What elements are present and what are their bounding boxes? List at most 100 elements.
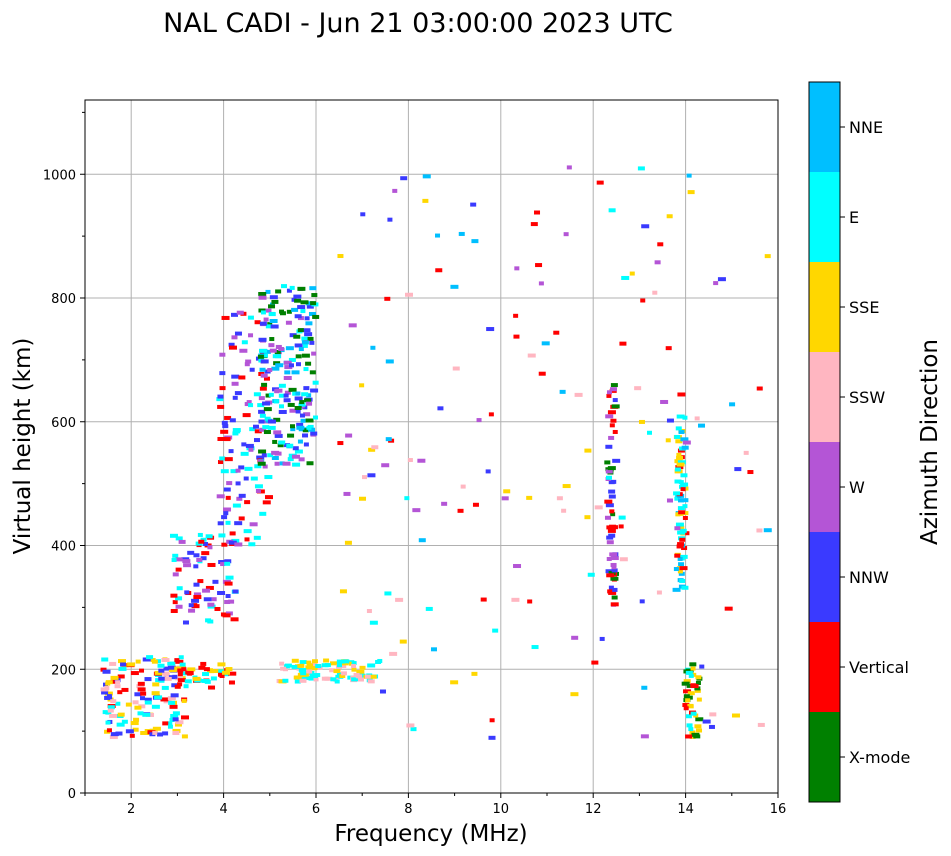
data-point	[181, 698, 187, 703]
data-point	[257, 403, 265, 408]
data-point	[187, 667, 196, 672]
data-point	[526, 495, 533, 500]
data-point	[610, 576, 619, 581]
data-point	[261, 382, 268, 387]
data-point	[587, 572, 595, 577]
data-point	[619, 341, 627, 346]
data-point	[488, 412, 494, 417]
data-point	[259, 321, 267, 326]
data-point	[234, 331, 242, 336]
data-point	[676, 414, 685, 419]
data-point	[694, 688, 701, 693]
data-point	[333, 669, 341, 674]
data-point	[690, 711, 697, 716]
data-point	[217, 394, 224, 399]
data-point	[259, 348, 268, 353]
data-point	[685, 668, 694, 673]
data-point	[315, 663, 322, 668]
data-points	[100, 165, 772, 740]
data-point	[193, 582, 200, 587]
data-point	[450, 284, 459, 289]
data-point	[203, 541, 209, 546]
data-point	[203, 667, 210, 672]
data-point	[606, 573, 615, 578]
data-point	[135, 659, 141, 664]
data-point	[756, 528, 763, 533]
data-point	[303, 386, 310, 391]
data-point	[672, 587, 681, 592]
data-point	[109, 661, 117, 666]
colorbar-label: X-mode	[849, 748, 910, 767]
data-point	[259, 367, 266, 372]
data-point	[217, 404, 225, 409]
data-point	[337, 254, 344, 259]
data-point	[674, 496, 680, 501]
x-tick-label: 12	[585, 802, 602, 817]
data-point	[300, 309, 306, 314]
data-point	[574, 392, 583, 397]
data-point	[641, 224, 650, 229]
data-point	[698, 423, 706, 428]
data-point	[678, 571, 685, 576]
data-point	[676, 462, 685, 467]
data-point	[144, 697, 152, 702]
data-point	[265, 324, 273, 329]
data-point	[294, 405, 302, 410]
colorbar-segment	[809, 712, 840, 802]
data-point	[605, 503, 614, 508]
data-point	[422, 174, 431, 179]
data-point	[104, 691, 113, 696]
data-point	[109, 713, 118, 718]
data-point	[311, 293, 318, 298]
data-point	[207, 545, 213, 550]
data-point	[457, 508, 464, 513]
data-point	[309, 340, 315, 345]
data-point	[274, 350, 281, 355]
data-point	[223, 511, 229, 516]
data-point	[275, 289, 282, 294]
data-point	[300, 671, 307, 676]
data-point	[310, 301, 317, 306]
data-point	[694, 416, 700, 421]
data-point	[514, 266, 520, 271]
data-point	[430, 647, 437, 652]
data-point	[197, 532, 203, 537]
data-point	[538, 281, 544, 286]
data-point	[299, 400, 305, 405]
data-point	[263, 407, 272, 412]
data-point	[680, 498, 689, 503]
data-point	[243, 529, 252, 534]
data-point	[527, 353, 536, 358]
data-point	[152, 730, 158, 735]
data-point	[609, 587, 618, 592]
data-point	[679, 528, 687, 533]
data-point	[172, 717, 179, 722]
data-point	[134, 692, 142, 697]
data-point	[267, 367, 273, 372]
data-point	[340, 671, 347, 676]
data-point	[260, 310, 266, 315]
data-point	[201, 678, 210, 683]
data-point	[268, 304, 276, 309]
data-point	[219, 352, 226, 357]
data-point	[278, 409, 287, 414]
data-point	[174, 658, 180, 663]
data-point	[674, 479, 682, 484]
data-point	[262, 500, 271, 505]
data-point	[138, 704, 146, 709]
data-point	[713, 281, 719, 286]
chart-title: NAL CADI - Jun 21 03:00:00 2023 UTC	[163, 8, 673, 39]
data-point	[210, 676, 217, 681]
data-point	[258, 291, 267, 296]
data-point	[677, 542, 685, 547]
data-point	[115, 680, 121, 685]
data-point	[245, 443, 254, 448]
data-point	[274, 433, 283, 438]
data-point	[130, 721, 139, 726]
data-point	[168, 700, 176, 705]
data-point	[563, 232, 569, 237]
data-point	[182, 559, 191, 564]
data-point	[685, 698, 691, 703]
data-point	[188, 608, 196, 613]
data-point	[680, 482, 689, 487]
